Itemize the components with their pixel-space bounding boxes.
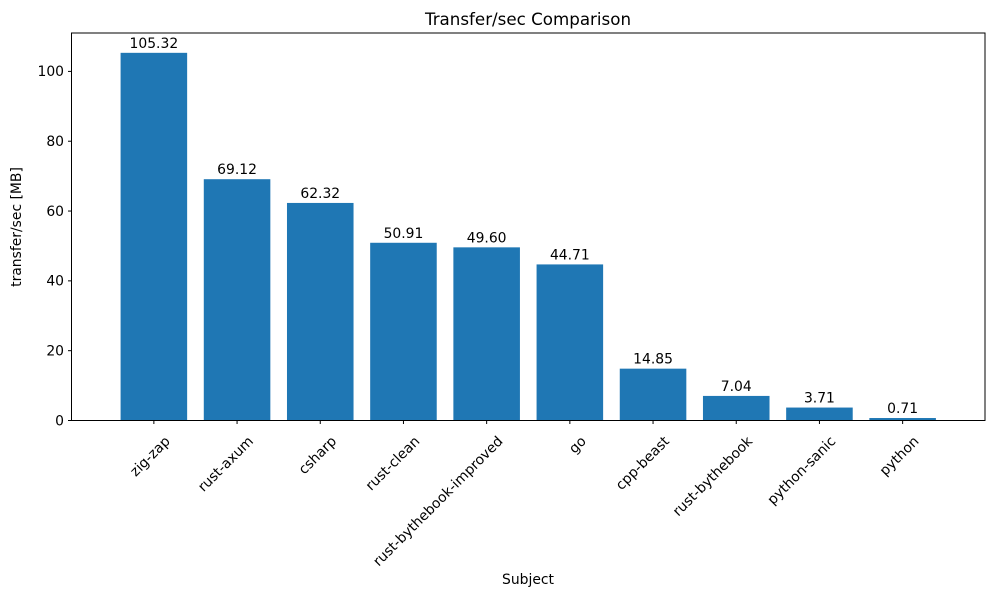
bar	[286, 202, 354, 421]
x-axis-label: Subject	[502, 572, 554, 588]
y-tick-label: 20	[46, 343, 64, 359]
y-tick-label: 100	[37, 64, 64, 80]
x-tick-label: python	[877, 434, 923, 480]
plot-border	[71, 32, 986, 421]
x-tick-label: rust-clean	[363, 434, 424, 495]
x-tick-label: csharp	[296, 433, 340, 477]
bar	[370, 242, 437, 421]
bars-layer	[120, 52, 936, 421]
y-axis-label: transfer/sec [MB]	[9, 167, 25, 287]
bar-value-label: 105.32	[130, 36, 179, 52]
y-tick-label: 0	[55, 413, 64, 429]
x-tick-label: go	[566, 434, 590, 458]
bar	[536, 264, 604, 421]
bar	[203, 179, 271, 421]
x-tick-label: cpp-beast	[613, 433, 673, 493]
y-tick-label: 40	[46, 274, 64, 290]
bar-value-label: 49.60	[467, 230, 507, 246]
bar-value-label: 44.71	[550, 247, 590, 263]
bar	[619, 368, 687, 421]
bar-value-label: 7.04	[721, 379, 752, 395]
bar-value-label: 50.91	[384, 226, 424, 242]
bar-value-label: 14.85	[633, 352, 673, 368]
x-tick-label: rust-bythebook	[670, 434, 756, 520]
bar	[120, 52, 188, 421]
x-tick-label: python-sanic	[765, 434, 840, 509]
chart-title: Transfer/sec Comparison	[424, 9, 631, 29]
x-tick-label: zig-zap	[127, 433, 174, 480]
x-tick-label: rust-axum	[195, 434, 257, 496]
y-tick-label: 60	[46, 204, 64, 220]
bar	[702, 395, 770, 421]
y-tick-label: 80	[46, 134, 64, 150]
bar	[869, 418, 936, 421]
bar-value-label: 69.12	[217, 162, 257, 178]
bar-value-label: 62.32	[300, 186, 340, 202]
bar-value-label: 0.71	[887, 401, 918, 417]
bar	[786, 407, 853, 421]
bar	[453, 247, 520, 421]
bar-value-label: 3.71	[804, 391, 835, 407]
